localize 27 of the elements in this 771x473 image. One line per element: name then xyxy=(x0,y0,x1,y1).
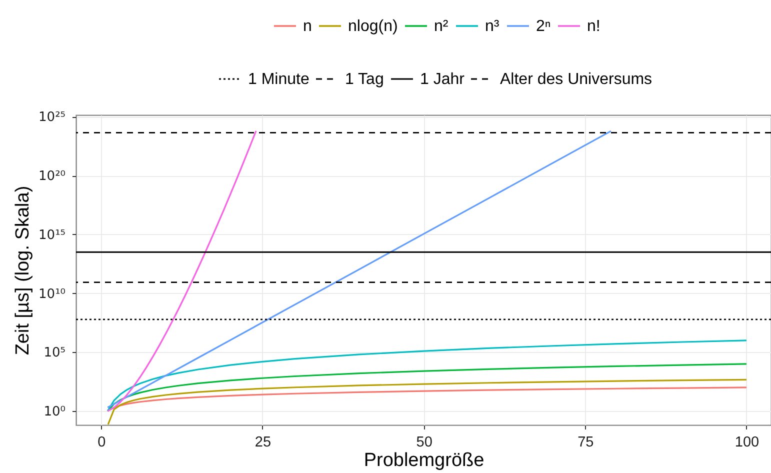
x-tick-label: 0 xyxy=(98,434,106,450)
x-axis-title: Problemgröße xyxy=(364,450,484,471)
y-tick-label: 10²⁰ xyxy=(38,169,66,184)
legend-label: n xyxy=(303,18,312,35)
line-series xyxy=(106,130,257,412)
x-tick-label: 25 xyxy=(254,434,272,450)
y-tick-label: 10¹⁰ xyxy=(38,286,66,302)
y-tick-label: 10²⁵ xyxy=(38,110,66,126)
x-tick-label: 50 xyxy=(416,434,432,450)
legend-label: 1 Tag xyxy=(345,71,384,88)
legend-label: 2ⁿ xyxy=(536,18,551,35)
legend-label: n³ xyxy=(485,18,500,35)
line-series xyxy=(107,378,748,426)
legend-label: 1 Minute xyxy=(248,71,310,88)
y-tick-label: 10⁰ xyxy=(44,404,66,420)
x-tick-label: 75 xyxy=(578,434,594,450)
legend-label: nlog(n) xyxy=(348,18,398,35)
legend-label: Alter des Universums xyxy=(500,71,652,88)
legend-label: n² xyxy=(434,18,449,35)
legend-label: n! xyxy=(587,18,600,35)
y-tick-label: 10¹⁵ xyxy=(38,228,66,243)
legend-label: 1 Jahr xyxy=(420,71,466,88)
y-axis-title: Zeit [µs] (log. Skala) xyxy=(12,186,34,356)
line-series xyxy=(106,130,612,408)
x-tick-label: 100 xyxy=(734,434,760,450)
line-series xyxy=(106,340,748,412)
y-tick-label: 10⁵ xyxy=(44,346,66,361)
